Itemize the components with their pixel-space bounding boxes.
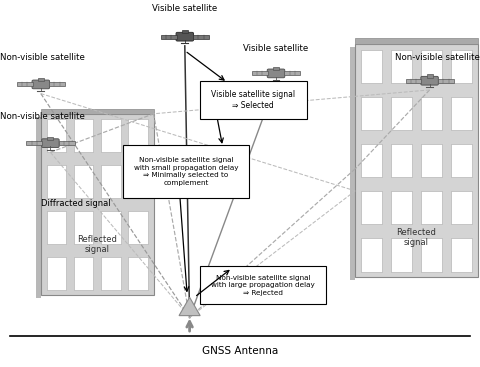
Bar bbox=[38, 78, 44, 81]
Bar bbox=[161, 34, 177, 39]
Bar bbox=[355, 38, 478, 44]
Bar bbox=[128, 211, 148, 244]
Text: Non-visible satellite signal
with large propagation delay
⇒ Rejected: Non-visible satellite signal with large … bbox=[211, 275, 315, 296]
Bar bbox=[273, 67, 279, 70]
Bar bbox=[451, 191, 472, 225]
Text: Reflected
signal: Reflected signal bbox=[396, 228, 436, 247]
Text: Non-visible satellite signal
with small propagation delay
⇒ Minimally selected t: Non-visible satellite signal with small … bbox=[134, 157, 238, 186]
Bar bbox=[361, 238, 382, 272]
Bar bbox=[406, 79, 421, 83]
Bar bbox=[74, 257, 93, 290]
Bar bbox=[427, 74, 432, 77]
Bar bbox=[252, 71, 268, 76]
Bar bbox=[17, 82, 33, 87]
Bar bbox=[128, 257, 148, 290]
Bar bbox=[391, 144, 412, 177]
Bar bbox=[391, 238, 412, 272]
Bar bbox=[361, 50, 382, 83]
Text: Visible satellite: Visible satellite bbox=[243, 44, 309, 53]
Bar bbox=[391, 191, 412, 225]
Bar bbox=[47, 211, 66, 244]
Bar bbox=[420, 191, 442, 225]
Text: Visible satellite: Visible satellite bbox=[152, 4, 217, 13]
FancyBboxPatch shape bbox=[123, 145, 249, 198]
Polygon shape bbox=[179, 297, 200, 316]
Text: Diffracted signal: Diffracted signal bbox=[41, 199, 110, 208]
FancyBboxPatch shape bbox=[267, 69, 285, 78]
Bar bbox=[48, 137, 53, 140]
Bar bbox=[101, 165, 120, 198]
Bar bbox=[438, 79, 454, 83]
Bar bbox=[74, 119, 93, 152]
Bar bbox=[451, 97, 472, 130]
Bar bbox=[420, 97, 442, 130]
FancyBboxPatch shape bbox=[200, 81, 307, 119]
FancyBboxPatch shape bbox=[200, 266, 326, 304]
Bar bbox=[451, 238, 472, 272]
Bar bbox=[101, 211, 120, 244]
Bar bbox=[361, 144, 382, 177]
Bar bbox=[361, 191, 382, 225]
Bar bbox=[391, 97, 412, 130]
Bar bbox=[451, 50, 472, 83]
Bar bbox=[47, 119, 66, 152]
FancyBboxPatch shape bbox=[32, 80, 49, 89]
Text: Visible satellite signal
⇒ Selected: Visible satellite signal ⇒ Selected bbox=[211, 90, 295, 110]
Bar bbox=[36, 117, 41, 298]
Bar bbox=[355, 44, 478, 277]
Bar bbox=[49, 82, 65, 87]
Bar bbox=[350, 47, 355, 280]
Text: GNSS Antenna: GNSS Antenna bbox=[202, 346, 278, 356]
Text: Non-visible satellite: Non-visible satellite bbox=[0, 53, 85, 62]
Bar bbox=[193, 34, 209, 39]
Bar bbox=[285, 71, 300, 76]
Bar bbox=[128, 119, 148, 152]
Bar bbox=[41, 109, 154, 114]
Bar bbox=[47, 257, 66, 290]
Bar bbox=[74, 211, 93, 244]
Bar bbox=[26, 141, 42, 145]
FancyBboxPatch shape bbox=[421, 76, 438, 85]
Bar bbox=[101, 257, 120, 290]
FancyBboxPatch shape bbox=[176, 32, 193, 41]
Bar bbox=[59, 141, 74, 145]
Bar bbox=[391, 50, 412, 83]
Bar bbox=[451, 144, 472, 177]
Bar bbox=[128, 165, 148, 198]
Bar bbox=[420, 238, 442, 272]
Text: Non-visible satellite: Non-visible satellite bbox=[0, 112, 85, 121]
Bar bbox=[47, 165, 66, 198]
Text: Non-visible satellite: Non-visible satellite bbox=[395, 53, 480, 62]
Bar bbox=[182, 30, 188, 33]
Bar bbox=[361, 97, 382, 130]
Bar bbox=[420, 144, 442, 177]
Bar bbox=[74, 165, 93, 198]
Bar bbox=[101, 119, 120, 152]
Bar bbox=[420, 50, 442, 83]
Text: Reflected
signal: Reflected signal bbox=[77, 235, 117, 254]
Bar bbox=[41, 114, 154, 295]
FancyBboxPatch shape bbox=[42, 139, 59, 148]
